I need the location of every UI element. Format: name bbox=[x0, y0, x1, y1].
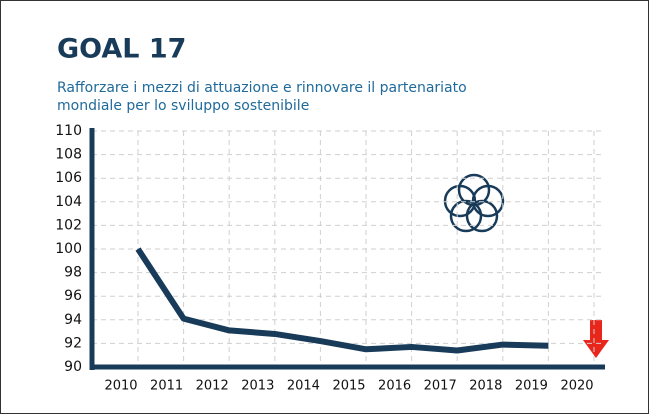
y-tick-label: 100 bbox=[55, 241, 82, 257]
x-tick-label: 2020 bbox=[560, 379, 593, 394]
y-tick-label: 106 bbox=[55, 170, 82, 186]
chart-subtitle: Rafforzare i mezzi di attuazione e rinno… bbox=[57, 80, 467, 96]
x-tick-label: 2016 bbox=[378, 379, 411, 394]
chart-subtitle: mondiale per lo sviluppo sostenibile bbox=[57, 98, 309, 114]
data-line bbox=[135, 247, 549, 354]
x-tick-label: 2012 bbox=[196, 379, 229, 394]
x-tick-label: 2019 bbox=[515, 379, 548, 394]
y-tick-label: 90 bbox=[64, 359, 82, 375]
x-tick-label: 2018 bbox=[469, 379, 502, 394]
x-tick-label: 2017 bbox=[424, 379, 457, 394]
y-tick-label: 98 bbox=[64, 265, 82, 281]
down-arrow bbox=[583, 320, 609, 358]
y-tick-label: 108 bbox=[55, 147, 82, 163]
goal-logo bbox=[443, 173, 505, 233]
x-tick-label: 2011 bbox=[150, 379, 183, 394]
y-tick-label: 94 bbox=[64, 312, 82, 328]
x-tick-label: 2010 bbox=[104, 379, 137, 394]
y-tick-label: 102 bbox=[55, 217, 82, 233]
y-tick-label: 96 bbox=[64, 288, 82, 304]
chart-title: GOAL 17 bbox=[57, 34, 186, 65]
x-tick-label: 2015 bbox=[332, 379, 365, 394]
y-tick-label: 104 bbox=[55, 194, 82, 210]
x-tick-label: 2014 bbox=[287, 379, 320, 394]
y-tick-label: 92 bbox=[64, 335, 82, 351]
x-tick-label: 2013 bbox=[241, 379, 274, 394]
y-tick-label: 110 bbox=[55, 123, 82, 139]
